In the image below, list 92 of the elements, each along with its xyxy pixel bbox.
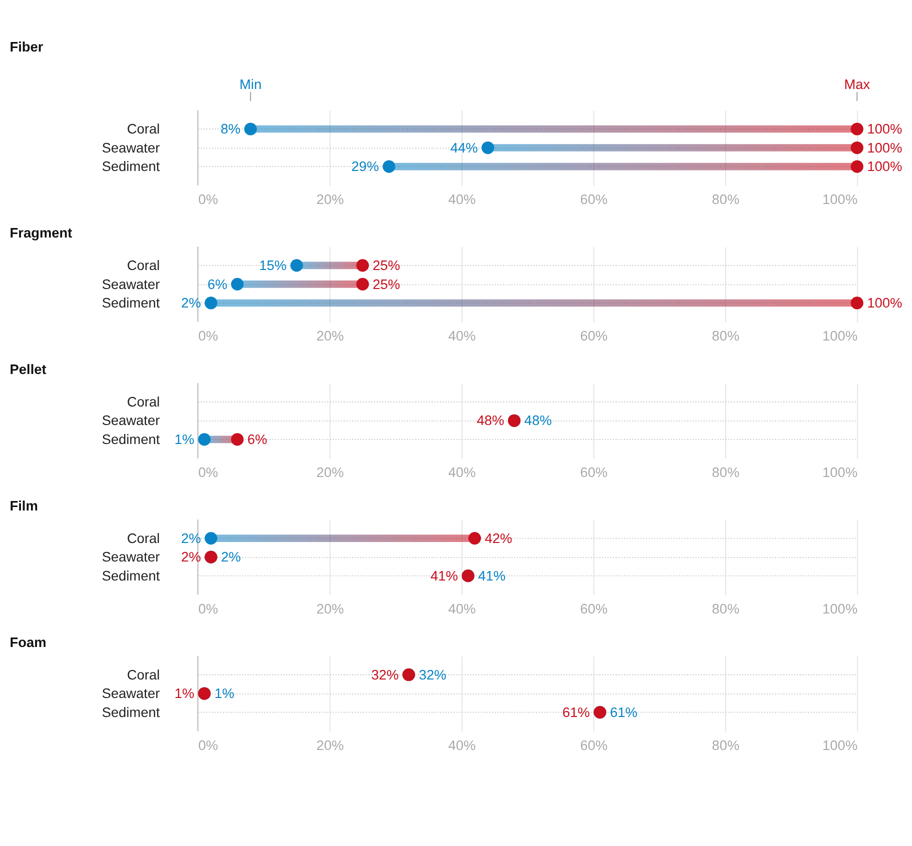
x-tick-label: 20% <box>316 464 344 480</box>
data-label: 29% <box>351 159 379 174</box>
point <box>382 160 396 173</box>
data-label: 6% <box>247 432 268 447</box>
data-label: 2% <box>221 550 241 565</box>
data-label: 1% <box>214 686 234 702</box>
point <box>244 122 257 136</box>
x-tick-label: 40% <box>448 192 476 208</box>
x-tick-label: 0% <box>198 738 218 753</box>
data-label: 1% <box>174 686 194 702</box>
data-label: 42% <box>484 530 512 546</box>
x-tick-label: 40% <box>448 464 476 480</box>
x-tick-label: 100% <box>822 738 858 753</box>
text: Film <box>10 498 38 514</box>
x-tick-label: 60% <box>580 328 608 344</box>
x-tick-label: 20% <box>316 192 344 208</box>
data-label: 100% <box>867 122 902 137</box>
data-label: 61% <box>610 704 638 720</box>
data-label: 2% <box>181 530 201 546</box>
y-tick-label: Sediment <box>102 432 160 447</box>
y-tick-label: Coral <box>126 667 160 682</box>
data-label: 61% <box>562 704 590 720</box>
x-tick-label: 100% <box>822 601 858 616</box>
y-tick-label: Seawater <box>102 550 160 565</box>
data-label: 41% <box>430 568 458 584</box>
y-tick-label: Seawater <box>102 686 160 702</box>
data-label: 25% <box>372 276 400 292</box>
x-tick-label: 20% <box>316 328 344 344</box>
point <box>482 141 494 154</box>
point <box>290 259 303 272</box>
x-tick-label: 20% <box>316 601 344 616</box>
data-label: 48% <box>476 413 504 428</box>
x-tick-label: 80% <box>712 464 740 480</box>
x-tick-label: 20% <box>316 738 344 753</box>
text: Max <box>844 77 870 92</box>
y-tick-label: Sediment <box>102 568 160 584</box>
x-tick-label: 100% <box>822 328 858 344</box>
data-label: 2% <box>181 550 201 565</box>
y-tick-label: Sediment <box>102 704 160 720</box>
y-tick-label: Seawater <box>102 276 160 292</box>
point <box>356 278 369 291</box>
text: Min <box>239 77 262 92</box>
text: Foam <box>10 635 46 650</box>
data-label: 6% <box>207 276 228 292</box>
x-tick-label: 60% <box>580 601 608 616</box>
data-label: 44% <box>450 140 478 156</box>
data-label: 2% <box>181 296 201 311</box>
point <box>850 160 864 173</box>
data-label: 48% <box>524 413 552 428</box>
point <box>850 141 864 154</box>
x-tick-label: 60% <box>580 464 608 480</box>
data-label: 25% <box>372 258 400 274</box>
x-tick-label: 80% <box>712 192 740 208</box>
data-label: 41% <box>478 568 506 584</box>
x-tick-label: 0% <box>198 601 218 616</box>
text: Fiber <box>10 40 44 55</box>
data-label: 100% <box>867 140 902 156</box>
point <box>204 296 218 310</box>
text: Pellet <box>10 362 47 378</box>
data-label: 15% <box>259 258 287 274</box>
text: Fragment <box>10 226 73 241</box>
data-label: 1% <box>174 432 194 447</box>
data-label: 100% <box>867 296 902 311</box>
x-tick-label: 100% <box>822 464 858 480</box>
x-tick-label: 0% <box>198 464 218 480</box>
data-label: 32% <box>418 667 446 682</box>
x-tick-label: 0% <box>198 192 218 208</box>
y-tick-label: Coral <box>126 530 160 546</box>
x-tick-label: 40% <box>448 328 476 344</box>
y-tick-label: Coral <box>126 122 160 137</box>
x-tick-label: 40% <box>448 738 476 753</box>
x-tick-label: 60% <box>580 738 608 753</box>
x-tick-label: 80% <box>712 738 740 753</box>
y-tick-label: Sediment <box>102 159 160 174</box>
x-tick-label: 100% <box>822 192 858 208</box>
data-label: 32% <box>371 667 399 682</box>
data-label: 8% <box>220 122 240 137</box>
point <box>850 296 864 310</box>
y-tick-label: Sediment <box>102 296 160 311</box>
data-label: 100% <box>867 159 902 174</box>
y-tick-label: Seawater <box>102 140 160 156</box>
y-tick-label: Seawater <box>102 413 160 428</box>
x-tick-label: 40% <box>448 601 476 616</box>
point <box>231 278 244 291</box>
x-tick-label: 80% <box>712 601 740 616</box>
point <box>850 122 864 136</box>
x-tick-label: 0% <box>198 328 218 344</box>
point <box>356 259 369 272</box>
x-tick-label: 60% <box>580 192 608 208</box>
y-tick-label: Coral <box>126 258 160 274</box>
x-tick-label: 80% <box>712 328 740 344</box>
y-tick-label: Coral <box>126 394 160 410</box>
